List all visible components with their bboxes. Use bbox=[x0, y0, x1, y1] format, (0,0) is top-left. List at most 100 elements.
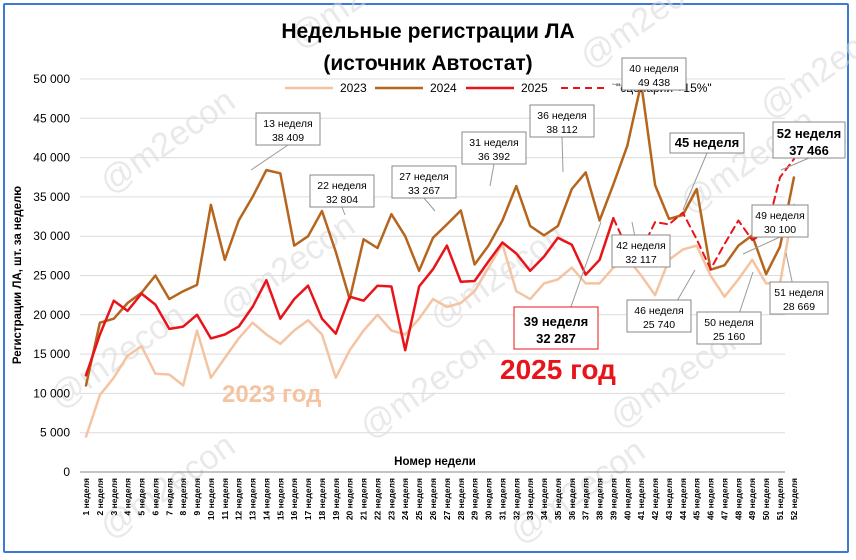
x-tick-label: 17 неделя bbox=[303, 478, 313, 520]
watermark-text: @m2econ bbox=[673, 101, 822, 221]
x-tick-label: 21 неделя bbox=[359, 478, 369, 520]
x-tick-label: 2 неделя bbox=[95, 478, 105, 515]
callout-box bbox=[751, 204, 809, 238]
y-tick-label: 45 000 bbox=[33, 111, 70, 125]
x-tick-label: 5 неделя bbox=[137, 478, 147, 515]
callout-week: 27 неделя bbox=[399, 171, 448, 183]
x-tick-label: 50 неделя bbox=[761, 478, 771, 520]
x-tick-label: 51 неделя bbox=[775, 478, 785, 520]
callout-box bbox=[621, 57, 687, 91]
x-tick-label: 3 неделя bbox=[109, 478, 119, 515]
series-line bbox=[84, 216, 615, 377]
callout-value: 25 160 bbox=[713, 331, 745, 343]
y-tick-label: 15 000 bbox=[33, 347, 70, 361]
x-tick-label: 26 неделя bbox=[428, 478, 438, 520]
x-tick-label: 47 неделя bbox=[719, 478, 729, 520]
callout-box bbox=[391, 165, 457, 199]
y-axis-ticks: 0 5 000 10 000 15 000 20 000 25 000 30 000 35 0… bbox=[33, 72, 70, 479]
x-tick-label: 35 неделя bbox=[553, 478, 563, 520]
callout-box bbox=[696, 311, 762, 345]
callout-week: 40 неделя bbox=[629, 63, 678, 75]
big-year-labels: 2023 год 2025 год bbox=[222, 354, 616, 408]
x-tick-label: 16 неделя bbox=[289, 478, 299, 520]
x-tick-label: 20 неделя bbox=[345, 478, 355, 520]
callout-box bbox=[626, 299, 692, 333]
x-tick-label: 40 неделя bbox=[622, 478, 632, 520]
callout-value: 32 804 bbox=[326, 194, 358, 206]
y-tick-label: 0 bbox=[63, 465, 70, 479]
callout-box bbox=[461, 131, 527, 165]
legend-label: 2024 bbox=[430, 81, 457, 95]
chart-frame bbox=[3, 3, 849, 553]
big-year-label: 2023 год bbox=[222, 381, 321, 408]
callout-week: 50 неделя bbox=[704, 317, 753, 329]
x-axis-label: Номер недели bbox=[394, 456, 476, 468]
callout-leader bbox=[561, 136, 564, 173]
callout-value: 32 287 bbox=[536, 331, 576, 346]
x-tick-label: 1 неделя bbox=[81, 478, 91, 515]
callout-value: 32 117 bbox=[625, 254, 656, 266]
callout-box bbox=[513, 306, 599, 350]
x-tick-label: 13 неделя bbox=[248, 478, 258, 520]
y-tick-label: 30 000 bbox=[33, 229, 70, 243]
x-tick-label: 30 неделя bbox=[484, 478, 494, 520]
chart-title-line2: (источник Автостат) bbox=[323, 52, 532, 75]
x-tick-label: 14 неделя bbox=[261, 478, 271, 520]
callout-box bbox=[309, 174, 375, 208]
callout-leader bbox=[682, 152, 708, 211]
callout-leader bbox=[250, 144, 289, 171]
x-tick-label: 10 неделя bbox=[206, 478, 216, 520]
callout-week: 13 неделя bbox=[263, 118, 312, 130]
callout-box bbox=[529, 104, 595, 138]
callout-week: 36 неделя bbox=[537, 110, 586, 122]
callout-box bbox=[255, 112, 321, 146]
y-axis-label: Регистрации ЛА, шт. за неделю bbox=[12, 186, 24, 364]
legend-label: 2023 bbox=[340, 81, 367, 95]
series-line bbox=[84, 82, 796, 387]
y-tick-label: 35 000 bbox=[33, 190, 70, 204]
watermark-text: @m2econ bbox=[93, 81, 242, 201]
callout-box bbox=[611, 234, 671, 268]
y-tick-label: 5 000 bbox=[40, 426, 70, 440]
x-tick-label: 9 неделя bbox=[192, 478, 202, 515]
x-tick-label: 49 неделя bbox=[747, 478, 757, 520]
callout-value: 33 267 bbox=[408, 185, 440, 197]
x-tick-label: 52 неделя bbox=[789, 478, 799, 520]
x-tick-label: 36 неделя bbox=[567, 478, 577, 520]
callout-leader bbox=[341, 206, 346, 216]
callout-value: 25 740 bbox=[643, 319, 675, 331]
y-tick-label: 20 000 bbox=[33, 308, 70, 322]
callout-week: 51 неделя bbox=[774, 287, 823, 299]
callout-box bbox=[669, 132, 745, 154]
callout-week: 45 неделя bbox=[675, 135, 739, 150]
x-tick-label: 46 неделя bbox=[706, 478, 716, 520]
series-line bbox=[84, 203, 796, 438]
x-tick-label: 37 неделя bbox=[581, 478, 591, 520]
y-tick-label: 10 000 bbox=[33, 386, 70, 400]
callout-value: 38 112 bbox=[546, 124, 577, 136]
callout-leader bbox=[489, 163, 495, 187]
x-tick-label: 27 неделя bbox=[442, 478, 452, 520]
callout-box bbox=[772, 121, 846, 159]
x-tick-label: 29 неделя bbox=[470, 478, 480, 520]
chart-title-line1: Недельные регистрации ЛА bbox=[281, 20, 574, 43]
x-tick-label: 22 неделя bbox=[372, 478, 382, 520]
callout-value: 28 669 bbox=[783, 301, 815, 313]
callout-week: 49 неделя bbox=[755, 210, 804, 222]
x-tick-label: 44 неделя bbox=[678, 478, 688, 520]
callout-value: 37 466 bbox=[789, 143, 829, 158]
callout-week: 52 неделя bbox=[777, 126, 841, 141]
x-tick-label: 15 неделя bbox=[275, 478, 285, 520]
x-tick-label: 12 неделя bbox=[234, 478, 244, 520]
callout-week: 42 неделя bbox=[616, 240, 665, 252]
x-tick-label: 4 неделя bbox=[123, 478, 133, 515]
watermark-text: @m2econ bbox=[353, 326, 502, 446]
x-tick-label: 8 неделя bbox=[178, 478, 188, 515]
callout-leader bbox=[742, 236, 781, 255]
callout-leader bbox=[780, 157, 810, 171]
y-tick-label: 25 000 bbox=[33, 269, 70, 283]
x-tick-label: 39 неделя bbox=[608, 478, 618, 520]
callout-leader bbox=[423, 197, 436, 212]
x-tick-label: 7 неделя bbox=[164, 478, 174, 515]
